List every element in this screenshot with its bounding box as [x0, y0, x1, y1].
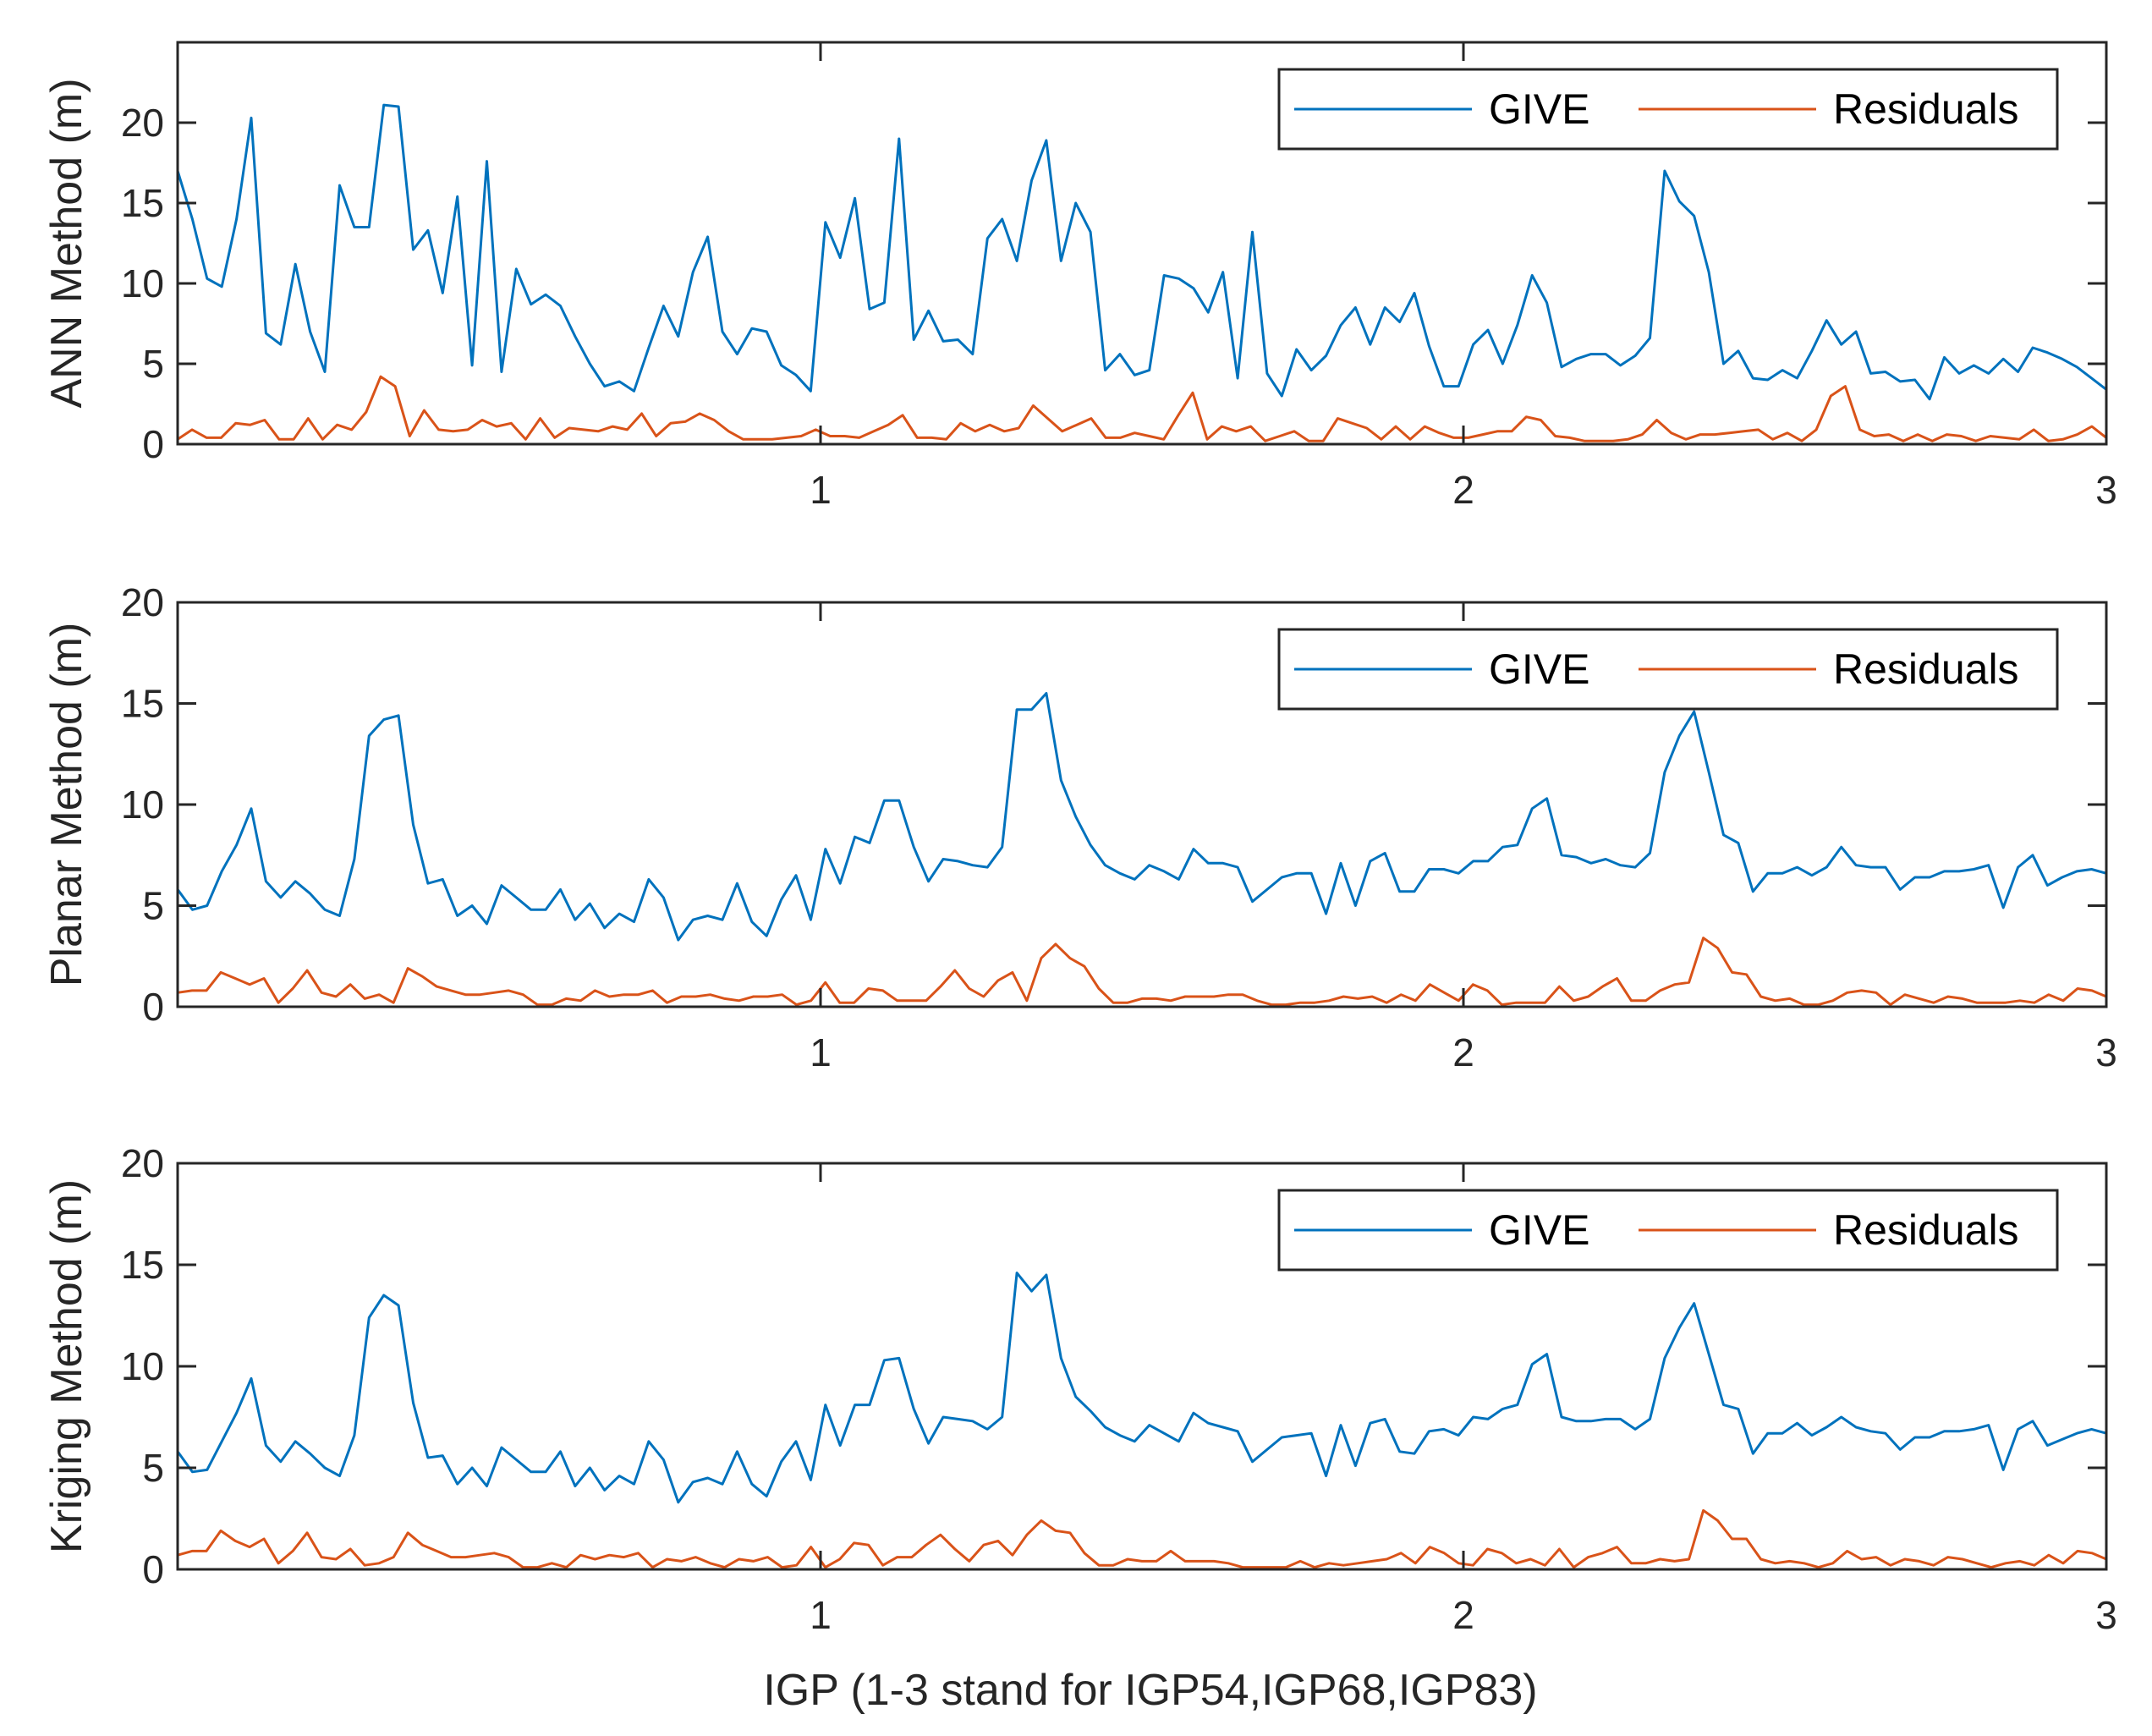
- give-line: [176, 1272, 2107, 1504]
- y-tick-label: 10: [121, 261, 164, 305]
- legend: GIVE Residuals: [1277, 628, 2059, 711]
- legend-label-residuals: Residuals: [1833, 85, 2019, 133]
- x-tick-label: 2: [1452, 1030, 1474, 1074]
- x-tick-label: 3: [2095, 1030, 2117, 1074]
- legend-label-give: GIVE: [1489, 85, 1589, 133]
- y-tick-label: 0: [142, 985, 164, 1029]
- legend-label-residuals: Residuals: [1833, 646, 2019, 693]
- residuals-line: [177, 1508, 2107, 1569]
- x-tick-label: 1: [810, 1593, 832, 1637]
- y-axis-label: Kriging Method (m): [42, 1179, 91, 1553]
- give-line: [176, 692, 2107, 942]
- y-axis-label: ANN Method (m): [42, 78, 91, 408]
- y-tick-label: 20: [121, 580, 164, 624]
- y-tick-label: 5: [142, 342, 164, 386]
- y-tick-label: 0: [142, 422, 164, 466]
- subplot-3: 0 5 10 15 20 1 2 3 Kriging Method (m) IGP (1-3 st…: [42, 1141, 2117, 1715]
- y-tick-label: 0: [142, 1547, 164, 1591]
- y-tick-label: 20: [121, 1141, 164, 1185]
- residuals-line: [177, 937, 2107, 1007]
- x-tick-label: 1: [810, 1030, 832, 1074]
- x-tick-label: 2: [1452, 468, 1474, 512]
- subplot-2: 0 5 10 15 20 1 2 3 Planar Method (m) GIVE Residual…: [42, 580, 2117, 1074]
- y-tick-label: 15: [121, 682, 164, 726]
- y-tick-label: 10: [121, 783, 164, 827]
- x-tick-label: 2: [1452, 1593, 1474, 1637]
- y-tick-label: 15: [121, 181, 164, 225]
- x-tick-label: 3: [2095, 1593, 2117, 1637]
- y-tick-label: 10: [121, 1344, 164, 1388]
- y-tick-label: 20: [121, 101, 164, 145]
- x-tick-label: 3: [2095, 468, 2117, 512]
- y-tick-label: 15: [121, 1243, 164, 1287]
- x-axis-label: IGP (1-3 stand for IGP54,IGP68,IGP83): [763, 1666, 1537, 1715]
- y-axis-label: Planar Method (m): [42, 623, 91, 987]
- x-tick-label: 1: [810, 468, 832, 512]
- residuals-line: [177, 375, 2107, 442]
- subplot-1: 0 5 10 15 20 1 2 3 ANN Method (m) GIVE Residuals: [42, 41, 2117, 512]
- axes-frame: [176, 41, 2108, 446]
- give-line: [176, 103, 2107, 401]
- legend-label-give: GIVE: [1489, 646, 1589, 693]
- legend: GIVE Residuals: [1277, 68, 2059, 151]
- legend-label-give: GIVE: [1489, 1206, 1589, 1254]
- legend: GIVE Residuals: [1277, 1189, 2059, 1272]
- y-tick-label: 5: [142, 1446, 164, 1490]
- y-tick-label: 5: [142, 884, 164, 928]
- legend-label-residuals: Residuals: [1833, 1206, 2019, 1254]
